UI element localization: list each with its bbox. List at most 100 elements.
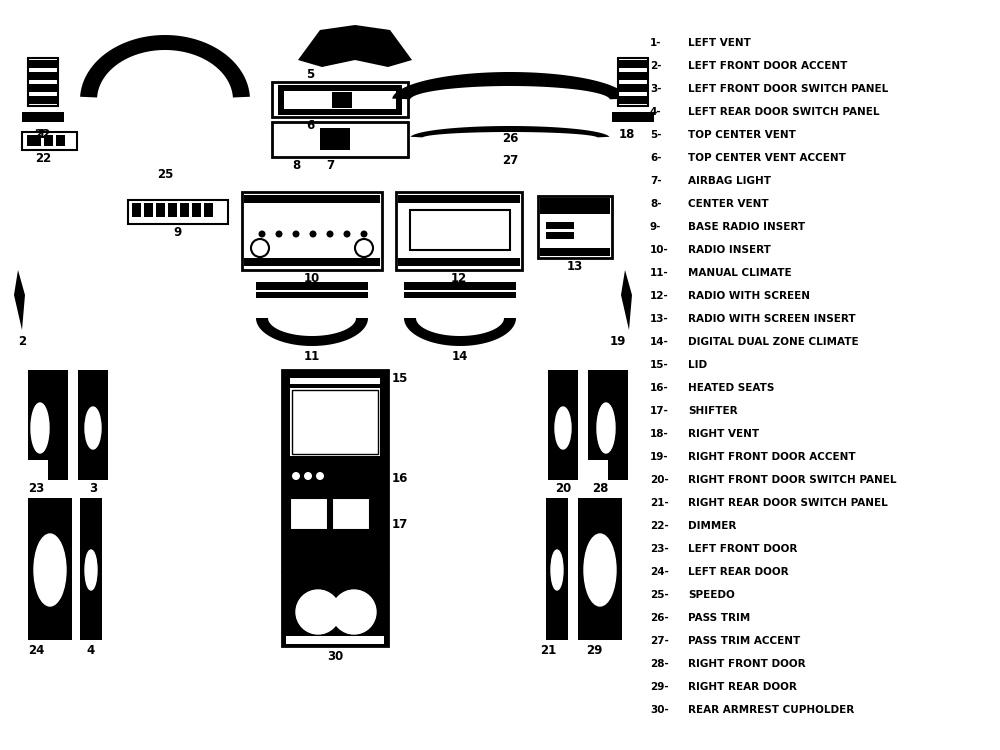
Text: 12-: 12- bbox=[650, 291, 669, 301]
Bar bbox=[282, 462, 388, 488]
Text: 3: 3 bbox=[89, 482, 97, 495]
Circle shape bbox=[332, 590, 376, 634]
Bar bbox=[290, 498, 328, 530]
Bar bbox=[28, 96, 58, 104]
Bar bbox=[290, 388, 380, 456]
Text: 5-: 5- bbox=[650, 130, 662, 140]
Bar bbox=[28, 84, 58, 92]
Text: 8: 8 bbox=[292, 159, 300, 172]
Text: 26-: 26- bbox=[650, 613, 669, 623]
Text: LEFT REAR DOOR SWITCH PANEL: LEFT REAR DOOR SWITCH PANEL bbox=[688, 107, 880, 117]
Text: RIGHT FRONT DOOR: RIGHT FRONT DOOR bbox=[688, 659, 806, 669]
Bar bbox=[404, 282, 516, 290]
Bar bbox=[28, 60, 58, 68]
Polygon shape bbox=[392, 72, 628, 99]
Text: 14: 14 bbox=[452, 350, 468, 363]
Text: 4: 4 bbox=[87, 644, 95, 657]
Text: 1: 1 bbox=[38, 128, 46, 141]
Text: 29-: 29- bbox=[650, 682, 669, 692]
Bar bbox=[398, 195, 520, 203]
Text: 22-: 22- bbox=[650, 521, 669, 531]
Text: DIGITAL DUAL ZONE CLIMATE: DIGITAL DUAL ZONE CLIMATE bbox=[688, 337, 859, 347]
Text: 30-: 30- bbox=[650, 705, 669, 715]
Text: 25-: 25- bbox=[650, 590, 669, 600]
Circle shape bbox=[258, 230, 266, 238]
Text: 10-: 10- bbox=[650, 245, 669, 255]
Circle shape bbox=[310, 230, 316, 238]
Text: LID: LID bbox=[688, 360, 707, 370]
Text: 28-: 28- bbox=[650, 659, 669, 669]
Bar bbox=[56, 135, 65, 146]
Bar bbox=[618, 60, 648, 68]
Text: 23: 23 bbox=[28, 482, 44, 495]
Circle shape bbox=[355, 239, 373, 257]
Text: 11: 11 bbox=[304, 350, 320, 363]
Bar bbox=[132, 203, 141, 217]
Polygon shape bbox=[80, 35, 250, 98]
Bar bbox=[618, 72, 648, 80]
Circle shape bbox=[316, 472, 324, 480]
Ellipse shape bbox=[555, 407, 571, 449]
Text: SHIFTER: SHIFTER bbox=[688, 406, 738, 416]
Bar bbox=[278, 85, 402, 91]
Polygon shape bbox=[78, 370, 108, 480]
Bar bbox=[278, 109, 402, 115]
Bar bbox=[618, 84, 648, 92]
Bar bbox=[618, 96, 648, 104]
Bar bbox=[272, 122, 408, 157]
Bar bbox=[44, 135, 53, 146]
Circle shape bbox=[326, 230, 334, 238]
Bar bbox=[286, 636, 384, 644]
Text: RIGHT FRONT DOOR ACCENT: RIGHT FRONT DOOR ACCENT bbox=[688, 452, 856, 462]
Bar bbox=[272, 82, 408, 117]
Ellipse shape bbox=[34, 534, 66, 606]
Text: 19-: 19- bbox=[650, 452, 669, 462]
Bar bbox=[242, 192, 382, 270]
Text: SPEEDO: SPEEDO bbox=[688, 590, 735, 600]
Bar bbox=[404, 292, 516, 298]
Text: 27-: 27- bbox=[650, 636, 669, 646]
Text: 15-: 15- bbox=[650, 360, 669, 370]
Text: 19: 19 bbox=[610, 335, 626, 348]
Bar bbox=[332, 498, 370, 530]
Text: DIMMER: DIMMER bbox=[688, 521, 736, 531]
Bar bbox=[290, 378, 380, 384]
Text: TOP CENTER VENT ACCENT: TOP CENTER VENT ACCENT bbox=[688, 153, 846, 163]
Bar bbox=[540, 248, 610, 256]
Bar bbox=[396, 192, 522, 270]
Bar bbox=[156, 203, 165, 217]
Bar bbox=[244, 258, 380, 266]
Text: RIGHT REAR DOOR: RIGHT REAR DOOR bbox=[688, 682, 797, 692]
Text: 16-: 16- bbox=[650, 383, 669, 393]
Bar bbox=[396, 85, 402, 115]
Bar bbox=[546, 222, 574, 229]
Text: 24: 24 bbox=[28, 644, 44, 657]
Bar bbox=[282, 572, 388, 646]
Text: RIGHT VENT: RIGHT VENT bbox=[688, 429, 759, 439]
Text: 13-: 13- bbox=[650, 314, 669, 324]
Text: PASS TRIM: PASS TRIM bbox=[688, 613, 750, 623]
Text: CENTER VENT: CENTER VENT bbox=[688, 199, 769, 209]
Text: LEFT FRONT DOOR SWITCH PANEL: LEFT FRONT DOOR SWITCH PANEL bbox=[688, 84, 888, 94]
Text: RIGHT FRONT DOOR SWITCH PANEL: RIGHT FRONT DOOR SWITCH PANEL bbox=[688, 475, 896, 485]
Text: PASS TRIM ACCENT: PASS TRIM ACCENT bbox=[688, 636, 800, 646]
Text: 27: 27 bbox=[502, 154, 518, 167]
Bar bbox=[282, 370, 388, 570]
Text: 17: 17 bbox=[392, 518, 408, 531]
Text: LEFT FRONT DOOR ACCENT: LEFT FRONT DOOR ACCENT bbox=[688, 61, 847, 71]
Bar bbox=[538, 196, 612, 258]
Bar bbox=[27, 135, 41, 146]
Circle shape bbox=[292, 230, 300, 238]
Circle shape bbox=[292, 472, 300, 480]
Text: BASE RADIO INSERT: BASE RADIO INSERT bbox=[688, 222, 805, 232]
Bar bbox=[546, 232, 574, 239]
Bar bbox=[168, 203, 177, 217]
Text: MANUAL CLIMATE: MANUAL CLIMATE bbox=[688, 268, 792, 278]
Text: 9: 9 bbox=[174, 226, 182, 239]
Text: HEATED SEATS: HEATED SEATS bbox=[688, 383, 774, 393]
Text: 18-: 18- bbox=[650, 429, 669, 439]
Text: 9-: 9- bbox=[650, 222, 661, 232]
Text: 14-: 14- bbox=[650, 337, 669, 347]
Text: RADIO INSERT: RADIO INSERT bbox=[688, 245, 771, 255]
Text: LEFT VENT: LEFT VENT bbox=[688, 38, 751, 48]
